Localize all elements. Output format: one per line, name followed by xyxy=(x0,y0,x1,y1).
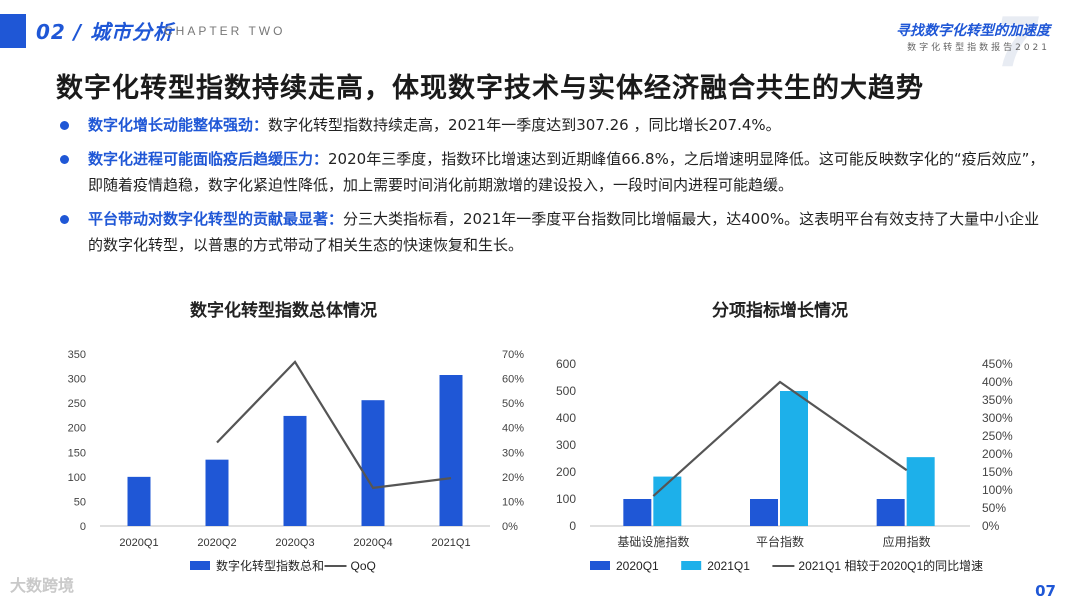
right-axis-tick-label: 50% xyxy=(982,501,1006,515)
left-axis-tick-label: 350 xyxy=(68,349,86,361)
accent-block xyxy=(0,14,26,48)
left-axis-tick-label: 600 xyxy=(556,357,576,371)
right-axis-tick-label: 60% xyxy=(502,374,524,386)
right-axis-tick-label: 450% xyxy=(982,357,1013,371)
left-axis-tick-label: 100 xyxy=(556,492,576,506)
right-axis-tick-label: 400% xyxy=(982,375,1013,389)
legend-label: 2021Q1 xyxy=(707,559,750,573)
left-axis-tick-label: 200 xyxy=(68,423,86,435)
chart-title-overall: 数字化转型指数总体情况 xyxy=(190,301,377,321)
legend-label: 数字化转型指数总和 xyxy=(216,558,324,573)
bar xyxy=(780,391,808,526)
left-axis-tick-label: 150 xyxy=(68,447,86,459)
bullet-item: 数字化进程可能面临疫后趋缓压力：2020年三季度，指数环比增速达到近期峰值66.… xyxy=(56,146,1046,198)
bar xyxy=(623,499,652,526)
right-axis-tick-label: 0% xyxy=(502,521,518,533)
left-axis-tick-label: 200 xyxy=(556,465,576,479)
left-axis-tick-label: 50 xyxy=(74,496,86,508)
chart-title-breakdown: 分项指标增长情况 xyxy=(712,301,848,321)
right-axis-tick-label: 0% xyxy=(982,519,1000,533)
left-axis-tick-label: 300 xyxy=(68,374,86,386)
x-axis-tick-label: 2020Q2 xyxy=(197,537,236,549)
right-axis-tick-label: 50% xyxy=(502,398,524,410)
x-axis-tick-label: 基础设施指数 xyxy=(617,534,689,549)
legend-label: 2020Q1 xyxy=(616,559,659,573)
page-headline: 数字化转型指数持续走高，体现数字技术与实体经济融合共生的大趋势 xyxy=(56,73,924,104)
series-line xyxy=(652,380,908,497)
legend-swatch xyxy=(190,561,210,570)
left-axis-tick-label: 300 xyxy=(556,438,576,452)
right-axis-tick-label: 250% xyxy=(982,429,1013,443)
series-line xyxy=(216,360,452,490)
left-axis-tick-label: 0 xyxy=(80,521,86,533)
right-axis-tick-label: 10% xyxy=(502,496,524,508)
overall-index-chart: 0 50 100 150 200 250 300 350 0% 10% 20% 30% 40% 50% 60… xyxy=(68,349,525,573)
bullet-text: 2020年三季度，指数环比增速达到近期峰值66.8%，之后增速明显降低。这可能反… xyxy=(88,150,1045,194)
right-axis-tick-label: 20% xyxy=(502,472,524,484)
bar xyxy=(361,400,385,526)
sub-index-chart: 0 100 200 300 400 500 600 0% 50% 100% 150% 200% 250%… xyxy=(556,357,1013,573)
left-axis-tick-label: 0 xyxy=(569,519,576,533)
bullet-dot-icon xyxy=(60,155,69,164)
right-axis-tick-label: 200% xyxy=(982,447,1013,461)
x-axis-tick-label: 2020Q4 xyxy=(353,537,392,549)
bullet-text: 数字化转型指数持续走高，2021年一季度达到307.26 ，同比增长207.4%… xyxy=(268,116,781,134)
x-axis-tick-label: 2020Q1 xyxy=(119,537,158,549)
right-axis-tick-label: 30% xyxy=(502,447,524,459)
bullet-lead: 数字化进程可能面临疫后趋缓压力： xyxy=(88,150,329,168)
right-axis-tick-label: 300% xyxy=(982,411,1013,425)
bar xyxy=(876,499,905,526)
legend-label: 2021Q1 相较于2020Q1的同比增速 xyxy=(798,558,983,573)
bar xyxy=(906,457,935,526)
bullet-dot-icon xyxy=(60,121,69,130)
bar xyxy=(750,499,778,526)
right-axis-tick-label: 70% xyxy=(502,349,524,361)
left-axis-tick-label: 500 xyxy=(556,384,576,398)
page-number: 07 xyxy=(1035,582,1056,600)
legend-swatch xyxy=(681,561,702,570)
bullet-dot-icon xyxy=(60,215,69,224)
bullet-item: 数字化增长动能整体强劲：数字化转型指数持续走高，2021年一季度达到307.26… xyxy=(56,112,1046,138)
chapter-label: CHAPTER TWO xyxy=(164,24,286,38)
left-axis-tick-label: 250 xyxy=(68,398,86,410)
watermark-logo: 大数跨境 xyxy=(10,576,75,595)
right-axis-tick-label: 100% xyxy=(982,483,1013,497)
left-axis-tick-label: 100 xyxy=(68,472,86,484)
bar xyxy=(439,375,463,526)
brand-subtitle: 数字化转型指数报告2021 xyxy=(907,43,1050,53)
legend-label: QoQ xyxy=(351,559,376,573)
brand-title: 寻找数字化转型的加速度 xyxy=(896,23,1050,39)
bullet-lead: 数字化增长动能整体强劲： xyxy=(88,116,269,134)
bar xyxy=(205,459,229,526)
top-bar: 02 / 城市分析 CHAPTER TWO 7 寻找数字化转型的加速度 数字化转… xyxy=(0,0,1080,78)
x-axis-tick-label: 2021Q1 xyxy=(431,537,470,549)
x-axis-tick-label: 平台指数 xyxy=(756,534,804,549)
right-axis-tick-label: 150% xyxy=(982,465,1013,479)
right-axis-tick-label: 350% xyxy=(982,393,1013,407)
bar xyxy=(127,476,151,526)
bullet-lead: 平台带动对数字化转型的贡献最显著： xyxy=(88,210,344,228)
bullet-text: 分三大类指标看，2021年一季度平台指数同比增幅最大，达400%。这表明平台有效… xyxy=(88,210,1040,254)
right-axis-tick-label: 40% xyxy=(502,423,524,435)
x-axis-tick-label: 2020Q3 xyxy=(275,537,314,549)
brand-mark: 7 xyxy=(996,2,1037,82)
legend-swatch xyxy=(590,561,610,570)
section-label: 02 / 城市分析 xyxy=(36,20,175,44)
bullet-item: 平台带动对数字化转型的贡献最显著：分三大类指标看，2021年一季度平台指数同比增… xyxy=(56,206,1046,258)
left-axis-tick-label: 400 xyxy=(556,411,576,425)
bullet-list: 数字化增长动能整体强劲：数字化转型指数持续走高，2021年一季度达到307.26… xyxy=(56,112,1046,266)
bar xyxy=(283,415,307,526)
x-axis-tick-label: 应用指数 xyxy=(883,534,931,549)
